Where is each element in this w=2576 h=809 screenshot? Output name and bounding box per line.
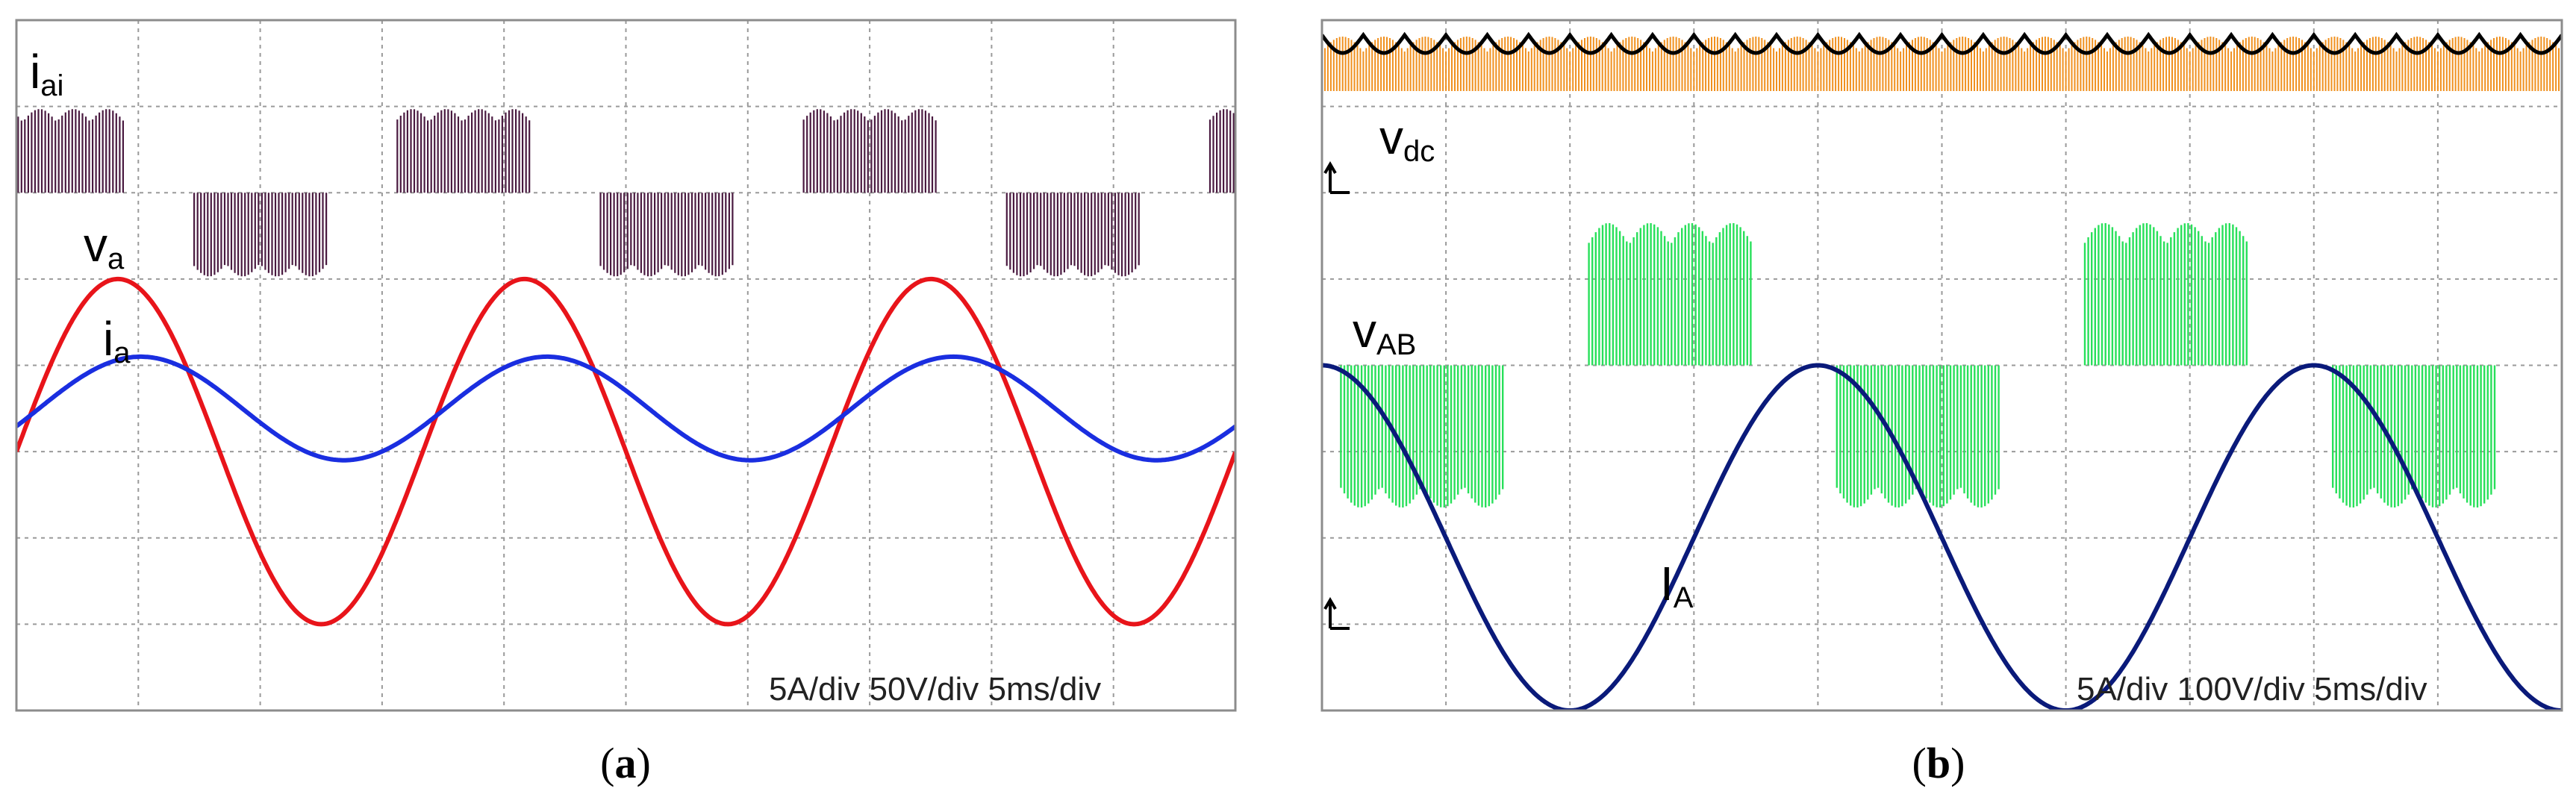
panel-b: vdc vAB IA 5A/div 100V/div 5ms/div (b) <box>1320 19 2563 787</box>
panel-a: iai va ia 5A/div 50V/div 5ms/div (a) <box>15 19 1237 787</box>
series-ia <box>16 354 1235 463</box>
label-va: va <box>84 218 125 275</box>
label-iai: iai <box>30 45 63 102</box>
scale-text-a: 5A/div 50V/div 5ms/div <box>769 671 1101 708</box>
series-vab <box>1340 223 2496 507</box>
series-vdc <box>1322 37 2560 91</box>
vdc-pulses <box>1322 37 2560 91</box>
caption-a: (a) <box>600 739 651 787</box>
label-ia: ia <box>103 312 131 369</box>
label-vab: vAB <box>1353 304 1416 361</box>
grid-b <box>1322 20 2562 710</box>
iai-pulses <box>17 109 1235 277</box>
series-va <box>16 276 1235 627</box>
ground-marker-ia-icon <box>1323 597 1350 630</box>
series-iai <box>17 109 1235 277</box>
caption-b: (b) <box>1912 739 1965 787</box>
series-IA <box>1322 363 2562 710</box>
series-vdc-envelope <box>1322 31 2562 55</box>
scale-text-b: 5A/div 100V/div 5ms/div <box>2077 671 2427 708</box>
vab-pulses <box>1340 223 2496 507</box>
ground-marker-vdc-icon <box>1323 161 1350 194</box>
frame-b <box>1320 19 2563 712</box>
frame-a <box>15 19 1237 712</box>
label-vdc: vdc <box>1379 110 1435 168</box>
label-IA: IA <box>1660 557 1694 614</box>
